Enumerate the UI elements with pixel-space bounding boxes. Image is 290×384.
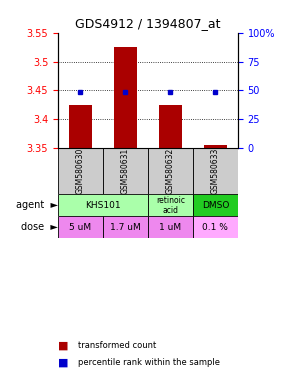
Text: 1.7 uM: 1.7 uM [110, 223, 141, 232]
Bar [58, 216, 103, 238]
Text: DMSO: DMSO [202, 201, 229, 210]
Bar [193, 194, 238, 216]
Text: 0.1 %: 0.1 % [202, 223, 228, 232]
Text: KHS101: KHS101 [85, 201, 121, 210]
Bar [148, 148, 193, 194]
Bar [193, 148, 238, 194]
Text: retinoic
acid: retinoic acid [156, 195, 185, 215]
Bar [148, 216, 193, 238]
Bar [58, 148, 103, 194]
Bar [204, 145, 226, 148]
Text: 1 uM: 1 uM [159, 223, 182, 232]
Text: GSM580630: GSM580630 [76, 148, 85, 195]
Text: GSM580631: GSM580631 [121, 148, 130, 194]
Text: 5 uM: 5 uM [69, 223, 92, 232]
Bar [103, 148, 148, 194]
Text: transformed count: transformed count [78, 341, 157, 350]
Title: GDS4912 / 1394807_at: GDS4912 / 1394807_at [75, 17, 221, 30]
Text: percentile rank within the sample: percentile rank within the sample [78, 358, 220, 367]
Bar [103, 216, 148, 238]
Text: dose  ►: dose ► [21, 222, 58, 232]
Bar [69, 105, 92, 148]
Text: ■: ■ [58, 341, 68, 351]
Bar [58, 194, 148, 216]
Bar [159, 105, 182, 148]
Text: GSM580633: GSM580633 [211, 148, 220, 195]
Text: ■: ■ [58, 358, 68, 368]
Bar [114, 47, 137, 148]
Text: GSM580632: GSM580632 [166, 148, 175, 194]
Text: agent  ►: agent ► [16, 200, 58, 210]
Bar [148, 194, 193, 216]
Bar [193, 216, 238, 238]
